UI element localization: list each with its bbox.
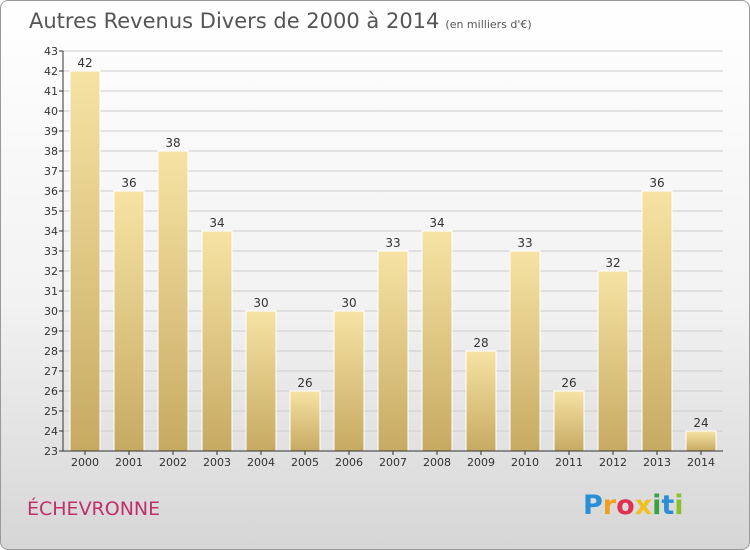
bar <box>421 230 453 452</box>
logo-letter: x <box>634 490 653 521</box>
logo-letter: r <box>602 490 617 521</box>
data-label: 33 <box>385 236 400 250</box>
proxiti-logo: Proxiti <box>583 490 684 521</box>
bar <box>333 310 365 452</box>
y-tick-label: 29 <box>44 325 58 338</box>
y-tick-label: 26 <box>44 385 58 398</box>
y-tick-label: 23 <box>44 445 58 458</box>
y-tick-label: 38 <box>44 145 58 158</box>
data-label: 30 <box>253 296 268 310</box>
y-tick-label: 40 <box>44 105 58 118</box>
chart-title: Autres Revenus Divers de 2000 à 2014 (en … <box>29 9 532 33</box>
data-label: 34 <box>429 216 444 230</box>
data-label: 32 <box>605 256 620 270</box>
x-tick-label: 2013 <box>643 456 671 469</box>
y-tick-label: 25 <box>44 405 58 418</box>
x-tick-label: 2011 <box>555 456 583 469</box>
y-tick-label: 41 <box>44 85 58 98</box>
y-tick-label: 34 <box>44 225 58 238</box>
labels: 23 24 25 26 27 28 29 30 31 32 33 34 35 36 37 38 39 40 41 42… <box>44 45 715 469</box>
data-label: 26 <box>561 376 576 390</box>
logo-letter: i <box>674 490 684 521</box>
x-tick-label: 2000 <box>71 456 99 469</box>
y-tick-label: 30 <box>44 305 58 318</box>
x-tick-label: 2014 <box>687 456 715 469</box>
x-tick-label: 2010 <box>511 456 539 469</box>
logo-letter: o <box>616 490 635 521</box>
x-tick-label: 2006 <box>335 456 363 469</box>
bar <box>113 190 145 452</box>
bar <box>201 230 233 452</box>
logo-letter: t <box>661 490 675 521</box>
y-tick-label: 43 <box>44 45 58 58</box>
data-label: 24 <box>693 416 708 430</box>
data-label: 34 <box>209 216 224 230</box>
y-tick-label: 27 <box>44 365 58 378</box>
y-tick-label: 28 <box>44 345 58 358</box>
x-tick-label: 2004 <box>247 456 275 469</box>
data-label: 33 <box>517 236 532 250</box>
bar <box>553 390 585 452</box>
y-tick-label: 39 <box>44 125 58 138</box>
bar <box>641 190 673 452</box>
x-tick-label: 2002 <box>159 456 187 469</box>
bar <box>157 150 189 452</box>
data-label: 26 <box>297 376 312 390</box>
bars <box>69 70 717 452</box>
axes <box>59 50 723 455</box>
data-label: 30 <box>341 296 356 310</box>
x-tick-label: 2007 <box>379 456 407 469</box>
chart-subtitle: (en milliers d'€) <box>445 18 532 31</box>
y-tick-label: 32 <box>44 265 58 278</box>
y-tick-label: 35 <box>44 205 58 218</box>
data-label: 42 <box>77 56 92 70</box>
x-tick-label: 2008 <box>423 456 451 469</box>
x-tick-label: 2003 <box>203 456 231 469</box>
y-tick-label: 31 <box>44 285 58 298</box>
bar <box>685 430 717 452</box>
y-tick-label: 37 <box>44 165 58 178</box>
bar <box>465 350 497 452</box>
y-tick-label: 33 <box>44 245 58 258</box>
x-tick-label: 2009 <box>467 456 495 469</box>
y-tick-label: 36 <box>44 185 58 198</box>
bar <box>289 390 321 452</box>
x-tick-label: 2005 <box>291 456 319 469</box>
y-tick-label: 42 <box>44 65 58 78</box>
bar <box>69 70 101 452</box>
bar <box>509 250 541 452</box>
y-tick-label: 24 <box>44 425 58 438</box>
x-tick-label: 2001 <box>115 456 143 469</box>
bar <box>377 250 409 452</box>
logo-letter: i <box>652 490 662 521</box>
data-label: 36 <box>649 176 664 190</box>
data-label: 28 <box>473 336 488 350</box>
data-label: 38 <box>165 136 180 150</box>
chart-title-text: Autres Revenus Divers de 2000 à 2014 <box>29 9 440 33</box>
commune-name: ÉCHEVRONNE <box>27 498 161 520</box>
bar <box>597 270 629 452</box>
bar <box>245 310 277 452</box>
data-label: 36 <box>121 176 136 190</box>
logo-letter: P <box>583 490 603 521</box>
x-tick-label: 2012 <box>599 456 627 469</box>
